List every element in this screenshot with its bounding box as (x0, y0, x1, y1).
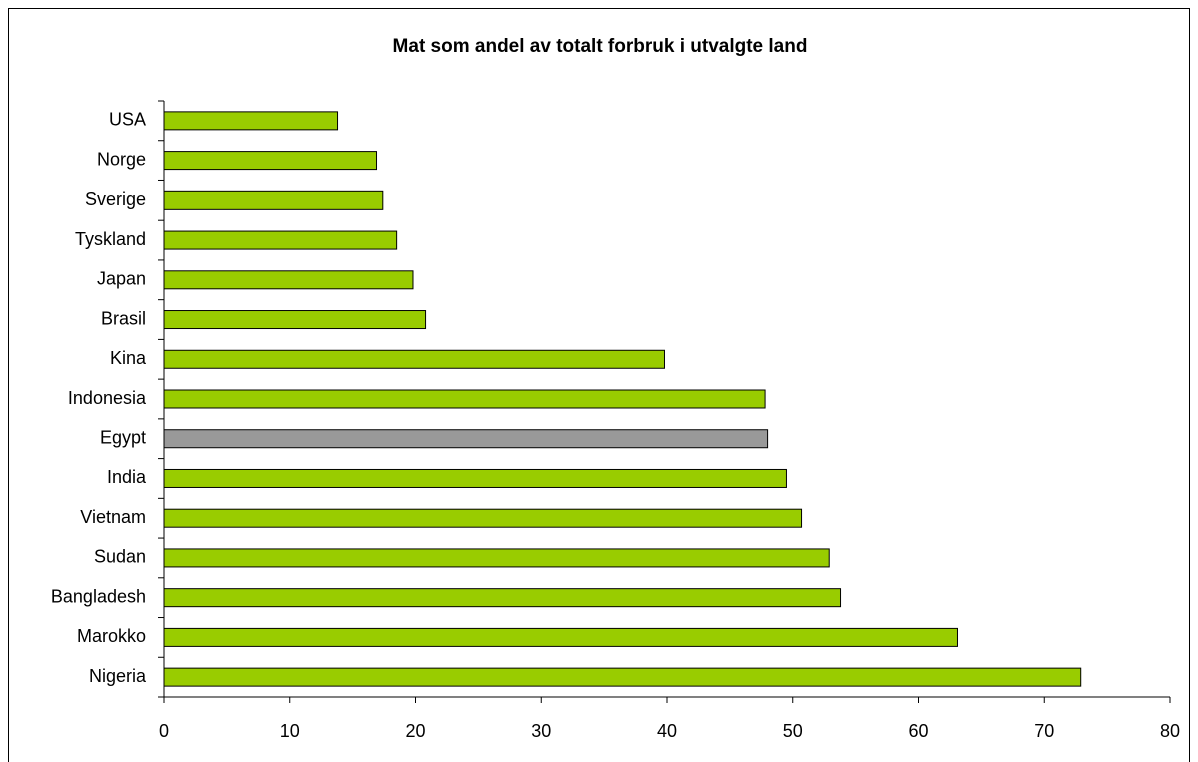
bar (163, 627, 958, 647)
bar (163, 468, 787, 488)
y-tick-label: Sudan (94, 547, 146, 567)
x-tick-label: 0 (159, 721, 169, 741)
chart-title: Mat som andel av totalt forbruk i utvalg… (393, 36, 808, 57)
bar (163, 310, 427, 330)
y-tick-label: Nigeria (89, 666, 147, 686)
x-tick-label: 40 (657, 721, 677, 741)
y-tick-label: Sverige (85, 189, 146, 209)
x-tick-label: 50 (783, 721, 803, 741)
bar (163, 548, 830, 568)
x-tick-label: 70 (1034, 721, 1054, 741)
bar (163, 508, 803, 528)
y-tick-label: Norge (97, 149, 146, 169)
bar (163, 588, 842, 608)
x-tick-label: 80 (1160, 721, 1180, 741)
bar (163, 667, 1082, 687)
bar (163, 230, 398, 250)
bar (163, 151, 378, 171)
bar (163, 389, 766, 409)
x-tick-label: 60 (908, 721, 928, 741)
bar (163, 190, 384, 210)
bar (163, 429, 769, 449)
bar (163, 111, 339, 131)
x-tick-label: 20 (405, 721, 425, 741)
x-tick-label: 10 (280, 721, 300, 741)
y-tick-label: Indonesia (68, 388, 147, 408)
y-tick-label: Egypt (100, 427, 146, 447)
y-tick-label: Marokko (77, 626, 146, 646)
y-tick-label: Brasil (101, 308, 146, 328)
y-tick-label: Tyskland (75, 229, 146, 249)
bar (163, 270, 414, 290)
y-tick-label: Bangladesh (51, 586, 146, 606)
y-tick-label: Vietnam (80, 507, 146, 527)
y-tick-label: Kina (110, 348, 147, 368)
bar (163, 349, 665, 369)
y-tick-label: USA (109, 110, 146, 130)
x-tick-label: 30 (531, 721, 551, 741)
y-tick-label: India (107, 467, 147, 487)
y-tick-label: Japan (97, 269, 146, 289)
